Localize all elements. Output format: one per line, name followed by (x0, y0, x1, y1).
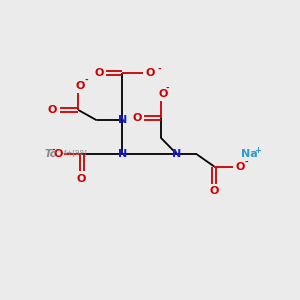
Text: Na: Na (241, 149, 257, 159)
Text: O: O (77, 173, 86, 184)
Text: O: O (48, 105, 57, 115)
Text: O: O (54, 149, 63, 159)
Text: Tc: Tc (44, 149, 56, 159)
Text: -: - (165, 83, 169, 92)
Text: O: O (133, 113, 142, 123)
Text: N: N (172, 149, 182, 159)
Text: O: O (158, 89, 168, 99)
Text: O: O (94, 68, 104, 78)
Text: O: O (209, 186, 219, 196)
Text: -: - (52, 146, 55, 154)
Text: +: + (254, 146, 261, 154)
Text: O: O (235, 161, 244, 172)
Text: -: - (157, 65, 161, 74)
Text: N: N (118, 149, 127, 159)
Text: O: O (76, 81, 85, 91)
Text: O: O (146, 68, 155, 78)
Text: -: - (245, 158, 249, 167)
Text: N: N (118, 115, 127, 125)
Text: 4+[99]: 4+[99] (63, 150, 88, 157)
Text: -: - (85, 75, 88, 84)
